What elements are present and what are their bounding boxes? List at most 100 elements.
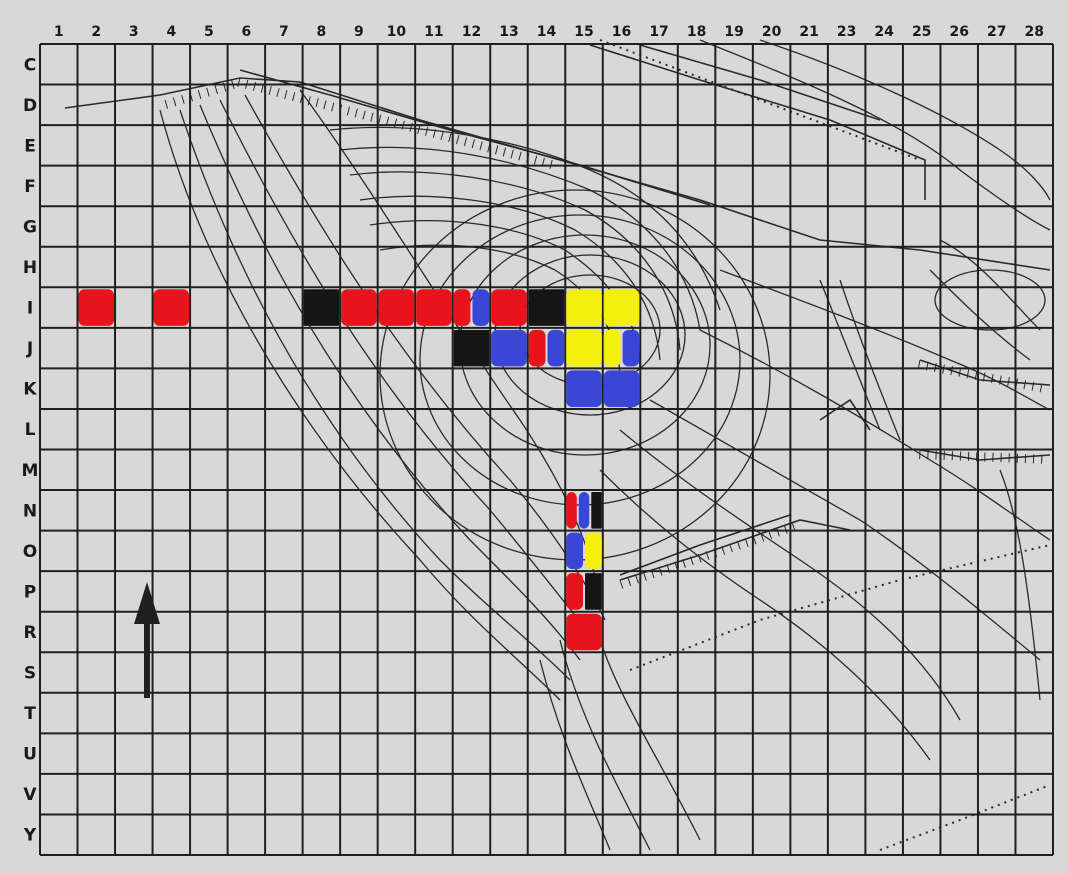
hatch-tick [999, 375, 1002, 385]
column-label: 28 [1024, 24, 1043, 40]
find-marker-red [566, 492, 577, 529]
find-marker-yellow [585, 532, 602, 570]
hatch-tick [354, 108, 358, 118]
hatch-tick [331, 102, 335, 112]
column-labels: 1 2 3 4 5 6 7 8 9 10 11 12 13 14 15 16 17 18 19 20 21 23 24 25 2… [54, 24, 1044, 40]
find-marker-red [491, 289, 527, 326]
row-label: N [23, 501, 37, 521]
column-label: 18 [687, 24, 706, 40]
find-marker-red [416, 289, 452, 326]
hatch-tick [502, 147, 507, 157]
row-label: H [23, 258, 37, 278]
find-marker-red [566, 573, 584, 610]
hatch-tick [917, 359, 921, 369]
row-label: P [24, 582, 36, 602]
column-label: 26 [949, 24, 968, 40]
find-marker-red [378, 289, 415, 326]
hatch-tick [1031, 381, 1035, 391]
column-label: 11 [424, 24, 443, 40]
find-marker-red [566, 613, 602, 651]
column-label: 10 [387, 24, 407, 40]
hatch-tick [705, 551, 710, 561]
hatch-tick [370, 112, 374, 122]
find-marker-yellow [566, 289, 602, 326]
row-label: F [24, 177, 36, 197]
row-label: Y [23, 826, 37, 846]
hatch-tick [292, 92, 296, 102]
column-label: 24 [874, 24, 894, 40]
hatch-tick [393, 118, 398, 128]
find-marker-blue [472, 289, 490, 326]
north-arrow-icon [134, 582, 160, 698]
hatch-tick [689, 556, 694, 566]
hatch-tick [417, 124, 421, 134]
hatch-tick [181, 94, 185, 104]
row-labels: C DE FG H IJ KL MN OP R ST UV Y [22, 55, 39, 845]
hatch-tick [1007, 377, 1010, 387]
column-label: 21 [799, 24, 818, 40]
find-marker-red [528, 329, 546, 367]
hatch-tick [323, 100, 327, 110]
hatch-tick [549, 159, 553, 169]
hatch-tick [635, 574, 639, 584]
hatch-tick [627, 577, 632, 587]
hatch-tick [533, 155, 538, 165]
hatch-tick [729, 543, 733, 553]
column-label: 6 [241, 24, 251, 40]
find-marker-black [585, 573, 602, 610]
find-marker-blue [547, 329, 565, 367]
column-label: 19 [724, 24, 743, 40]
hatch-tick [268, 86, 272, 96]
column-label: 17 [649, 24, 668, 40]
hatch-tick [172, 97, 177, 107]
hatch-tick [276, 88, 280, 98]
hatch-tick [260, 84, 264, 93]
hatch-tick [463, 137, 468, 147]
row-label: O [23, 542, 37, 562]
hatch-tick [494, 145, 499, 155]
hatch-tick [471, 139, 475, 149]
hatch-tick [1023, 380, 1027, 390]
column-label: 13 [499, 24, 518, 40]
row-label: E [24, 136, 36, 156]
row-label: K [23, 380, 37, 400]
hatch-tick [721, 545, 726, 555]
column-label: 8 [317, 24, 327, 40]
hatch-tick [768, 530, 773, 540]
column-label: 27 [987, 24, 1006, 40]
hatch-tick [164, 99, 169, 109]
find-marker-blue [566, 532, 584, 570]
row-label: I [27, 299, 33, 319]
hatch-tick [424, 126, 429, 136]
hatch-tick [982, 372, 986, 382]
find-marker-red [453, 289, 471, 326]
find-marker-yellow [603, 329, 621, 367]
column-label: 4 [166, 24, 176, 40]
hatch-tick [252, 81, 257, 91]
hatch-tick [432, 128, 437, 138]
find-marker-blue [566, 370, 602, 407]
hatch-tick [974, 370, 978, 380]
hatch-tick [479, 141, 483, 151]
find-marker-black [591, 492, 602, 529]
hatch-tick [966, 369, 970, 379]
hatch-tick [643, 572, 647, 581]
row-label: R [23, 623, 36, 643]
hatch-tick [518, 151, 522, 161]
hatch-tick [197, 90, 202, 99]
find-marker-black [528, 289, 565, 326]
column-label: 20 [762, 24, 782, 40]
column-label: 25 [912, 24, 931, 40]
hatch-tick [456, 135, 460, 145]
row-label: D [23, 96, 37, 116]
hatch-tick [990, 373, 994, 383]
row-label: S [24, 664, 36, 684]
hatch-tick [760, 532, 765, 542]
find-marker-blue [622, 329, 640, 367]
hatch-tick [1039, 383, 1043, 393]
find-marker-blue [603, 370, 640, 407]
hatch-tick [510, 149, 514, 159]
hatch-tick [440, 131, 444, 140]
